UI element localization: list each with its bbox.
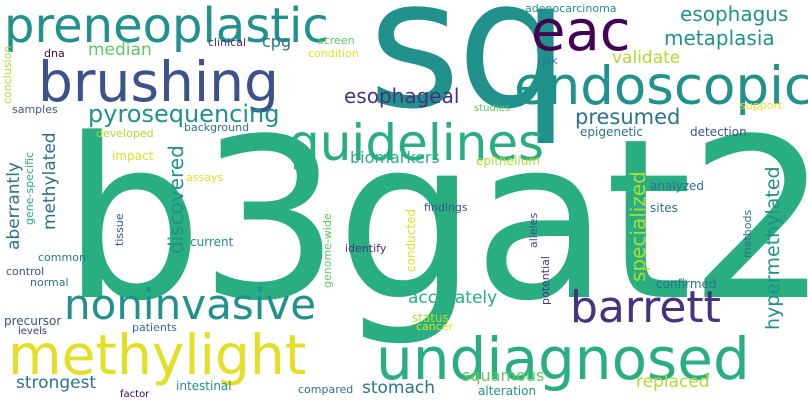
word-methylight: methylight	[8, 323, 307, 387]
word-median: median	[88, 40, 152, 60]
word-accurately: accurately	[408, 288, 498, 308]
word-analyzed: analyzed	[650, 179, 705, 193]
word-brushing: brushing	[38, 50, 279, 114]
word-developed: developed	[96, 127, 154, 140]
word-alleles: alleles	[527, 212, 540, 248]
word-preneoplastic: preneoplastic	[4, 0, 329, 54]
word-impact: impact	[112, 149, 154, 163]
word-methylated: methylated	[40, 132, 60, 230]
word-tissue: tissue	[113, 213, 126, 246]
word-noninvasive: noninvasive	[64, 280, 317, 329]
word-detection: detection	[690, 125, 747, 139]
word-hypermethylated: hypermethylated	[762, 166, 784, 330]
word-potential: potential	[539, 256, 552, 305]
word-findings: findings	[424, 201, 468, 214]
word-conducted: conducted	[404, 208, 418, 272]
word-alteration: alteration	[478, 384, 537, 398]
word-esophageal: esophageal	[344, 84, 460, 108]
word-sites: sites	[650, 201, 678, 215]
word-squamous: squamous	[462, 366, 545, 385]
word-endoscopic: endoscopic	[514, 56, 808, 117]
word-barrett: barrett	[570, 282, 721, 333]
word-background: background	[184, 121, 250, 134]
word-strongest: strongest	[16, 373, 97, 393]
word-precursor: precursor	[4, 314, 62, 328]
word-esophagus: esophagus	[680, 2, 789, 26]
word-cpg: cpg	[262, 32, 292, 51]
word-condition: condition	[308, 47, 359, 60]
word-guidelines: guidelines	[288, 114, 545, 172]
word-replaced: replaced	[636, 372, 710, 392]
word-dna: dna	[44, 47, 65, 60]
word-support: support	[740, 99, 783, 112]
word-risk: risk	[538, 54, 558, 67]
word-patients: patients	[132, 321, 177, 334]
word-gene-specific: gene-specific	[23, 151, 36, 225]
word-compared: compared	[298, 383, 354, 396]
word-presumed: presumed	[575, 105, 681, 129]
word-conclusion: conclusion	[1, 45, 14, 104]
word-biomarkers: biomarkers	[350, 148, 440, 167]
word-methods: methods	[741, 209, 754, 258]
word-sq: sq	[368, 0, 570, 148]
word-control: control	[6, 265, 45, 278]
word-b3gat2: b3gat2	[62, 92, 808, 350]
word-genome-wide: genome-wide	[321, 213, 334, 288]
word-epithelium: epithelium	[476, 154, 540, 168]
word-discovered: discovered	[164, 145, 188, 254]
word-adenocarcinoma: adenocarcinoma	[525, 2, 617, 15]
word-confirmed: confirmed	[656, 277, 717, 291]
word-epigenetic: epigenetic	[580, 125, 643, 139]
word-cancer: cancer	[416, 320, 454, 333]
word-normal: normal	[30, 276, 69, 289]
word-clinical: clinical	[208, 36, 247, 49]
word-undiagnosed: undiagnosed	[376, 325, 750, 393]
word-identify: identify	[345, 242, 387, 255]
word-screen: screen	[318, 34, 355, 47]
word-aberrantly: aberrantly	[4, 162, 24, 250]
word-specialized: specialized	[626, 171, 650, 282]
word-factor: factor	[120, 389, 150, 400]
word-assays: assays	[186, 171, 224, 184]
word-metaplasia: metaplasia	[664, 26, 775, 50]
word-eac: eac	[531, 0, 631, 64]
word-studies: studies	[474, 103, 510, 114]
word-common: common	[38, 251, 86, 264]
word-samples: samples	[12, 103, 58, 116]
word-pyrosequencing: pyrosequencing	[88, 100, 280, 128]
word-intestinal: intestinal	[176, 379, 232, 393]
word-levels: levels	[18, 326, 47, 337]
word-current: current	[190, 235, 234, 249]
word-validate: validate	[612, 48, 681, 68]
word-status: status	[412, 311, 449, 325]
word-stomach: stomach	[362, 378, 436, 398]
